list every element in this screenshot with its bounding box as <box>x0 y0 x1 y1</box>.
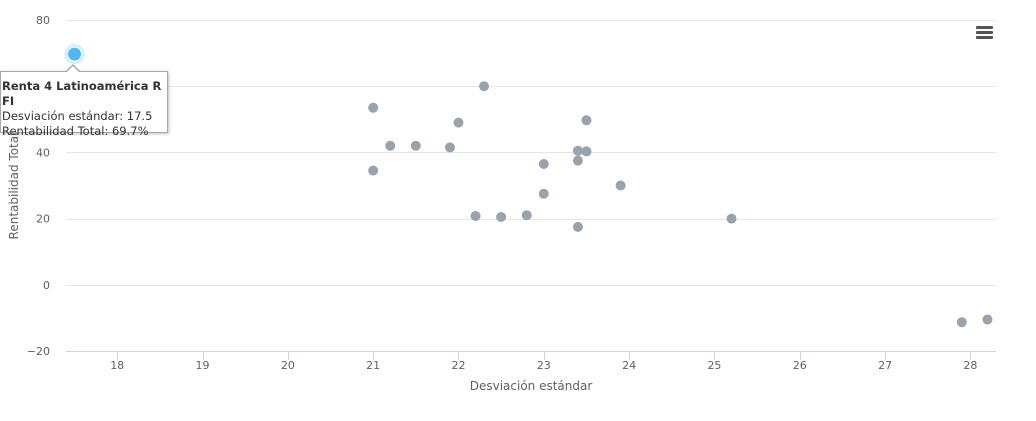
axes: −20 0 20 40 80 18 19 20 21 22 23 24 25 26 27 28 <box>27 14 978 372</box>
y-tick-label: 0 <box>43 279 50 292</box>
gridlines <box>66 20 996 352</box>
scatter-point[interactable] <box>496 211 507 222</box>
data-points <box>64 44 993 328</box>
scatter-point[interactable] <box>385 140 396 151</box>
y-axis-title: Rentabilidad Total <box>7 133 21 240</box>
scatter-point[interactable] <box>368 165 379 176</box>
tooltip-std-dev: Desviación estándar: 17.5 <box>2 109 153 123</box>
x-tick-label: 21 <box>366 359 380 372</box>
scatter-point[interactable] <box>470 210 481 221</box>
scatter-point[interactable] <box>572 221 583 232</box>
x-tick-label: 20 <box>281 359 295 372</box>
scatter-point[interactable] <box>521 210 532 221</box>
tooltip-caret-inner <box>67 66 79 72</box>
x-tick-label: 24 <box>622 359 636 372</box>
point-tooltip: Renta 4 Latinoamérica R FI Desviación es… <box>0 71 168 138</box>
x-tick-label: 25 <box>707 359 721 372</box>
scatter-point[interactable] <box>538 188 549 199</box>
scatter-point[interactable] <box>581 146 592 157</box>
x-tick-label: 22 <box>451 359 465 372</box>
x-tick-label: 28 <box>963 359 977 372</box>
y-tick-label: 80 <box>36 14 50 27</box>
chart-menu-button[interactable] <box>972 22 998 44</box>
scatter-point[interactable] <box>956 317 967 328</box>
scatter-point[interactable] <box>444 142 455 153</box>
y-tick-label: 20 <box>36 213 50 226</box>
x-tick-label: 18 <box>110 359 124 372</box>
scatter-point[interactable] <box>572 155 583 166</box>
scatter-point[interactable] <box>581 115 592 126</box>
scatter-point[interactable] <box>410 140 421 151</box>
x-tick-label: 19 <box>196 359 210 372</box>
scatter-point[interactable] <box>615 180 626 191</box>
scatter-point[interactable] <box>726 213 737 224</box>
x-axis-title: Desviación estándar <box>470 379 593 393</box>
scatter-point[interactable] <box>479 81 490 92</box>
x-tick-label: 26 <box>793 359 807 372</box>
y-tick-label: 40 <box>36 146 50 159</box>
x-tick-label: 23 <box>537 359 551 372</box>
scatter-point[interactable] <box>368 102 379 113</box>
hamburger-menu-icon <box>976 26 993 29</box>
tooltip-total-return: Rentabilidad Total: 69.7% <box>2 124 149 138</box>
scatter-point[interactable] <box>572 145 583 156</box>
scatter-point[interactable] <box>982 314 993 325</box>
x-tick-label: 27 <box>878 359 892 372</box>
scatter-point[interactable] <box>453 117 464 128</box>
highlighted-point[interactable] <box>67 46 83 62</box>
tooltip-title: Renta 4 Latinoamérica R FI <box>2 79 162 108</box>
y-tick-label: −20 <box>27 345 50 358</box>
scatter-point[interactable] <box>538 158 549 169</box>
